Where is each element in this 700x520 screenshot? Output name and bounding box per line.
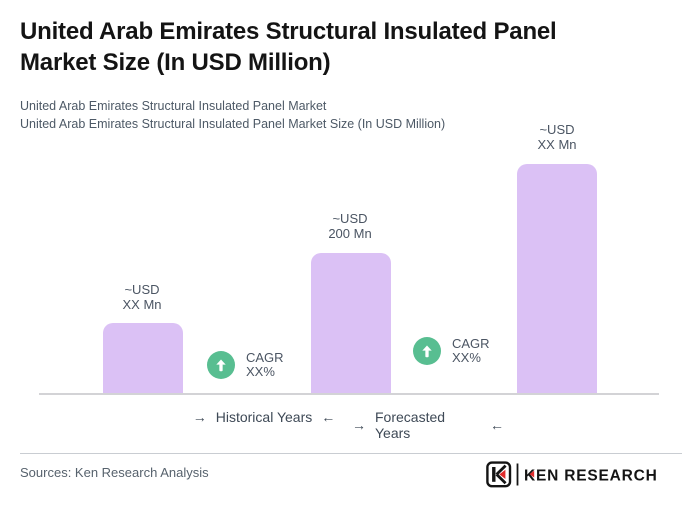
bar-value-line-1: ~USD (124, 282, 160, 297)
right-arrow-icon: → (352, 417, 366, 433)
period-label-historical: → Historical Years ← (190, 409, 338, 425)
cagr-label-line-1: CAGR (452, 336, 490, 351)
cagr-label-line-1: CAGR (246, 350, 284, 365)
page-title-line-1: United Arab Emirates Structural Insulate… (20, 18, 557, 45)
chart-subtitle-line-2: United Arab Emirates Structural Insulate… (20, 117, 446, 131)
bar-value-label: ~USD XX Mn (497, 122, 617, 152)
bar-value-line-1: ~USD (539, 122, 575, 137)
x-axis-line (39, 393, 659, 395)
arrow-up-icon (216, 359, 226, 371)
bar-value-line-2: 200 Mn (328, 225, 372, 241)
bar-value-label: ~USD 200 Mn (290, 211, 410, 241)
page-title-line-2: Market Size (In USD Million) (20, 49, 331, 76)
chart-bar (517, 164, 597, 393)
period-label-text: Historical Years (215, 409, 313, 425)
logo-k-badge-icon (486, 461, 512, 488)
bar-value-label: ~USD XX Mn (82, 282, 202, 312)
arrow-up-icon (422, 345, 432, 357)
chart-subtitle: United Arab Emirates Structural Insulate… (20, 97, 680, 133)
cagr-annotation: CAGR XX% (413, 337, 490, 365)
left-arrow-icon: ← (490, 417, 504, 433)
ken-research-logo: KEN RESEARCH (486, 461, 658, 488)
chart-bar (103, 323, 183, 393)
right-arrow-icon: → (192, 409, 207, 425)
left-arrow-icon: ← (321, 409, 336, 425)
cagr-label: CAGR XX% (246, 351, 284, 379)
period-label-forecasted: → Forecasted Years ← (352, 409, 504, 441)
growth-up-badge (413, 337, 441, 365)
logo-text: KEN RESEARCH (524, 468, 658, 485)
bar-value-line-2: XX Mn (122, 296, 162, 312)
period-label-text: Forecasted Years (375, 409, 446, 441)
bar-value-line-1: ~USD (332, 211, 368, 226)
sources-text: Sources: Ken Research Analysis (20, 465, 209, 480)
chart-bar (311, 253, 391, 393)
logo-k-red-accent (529, 470, 535, 478)
chart-subtitle-line-1: United Arab Emirates Structural Insulate… (20, 99, 327, 113)
cagr-label-line-2: XX% (452, 350, 481, 365)
cagr-annotation: CAGR XX% (207, 351, 284, 379)
footer-divider (20, 453, 682, 454)
bar-value-line-2: XX Mn (537, 136, 577, 152)
cagr-label: CAGR XX% (452, 337, 490, 365)
cagr-label-line-2: XX% (246, 364, 275, 379)
growth-up-badge (207, 351, 235, 379)
page-title: United Arab Emirates Structural Insulate… (20, 16, 680, 78)
